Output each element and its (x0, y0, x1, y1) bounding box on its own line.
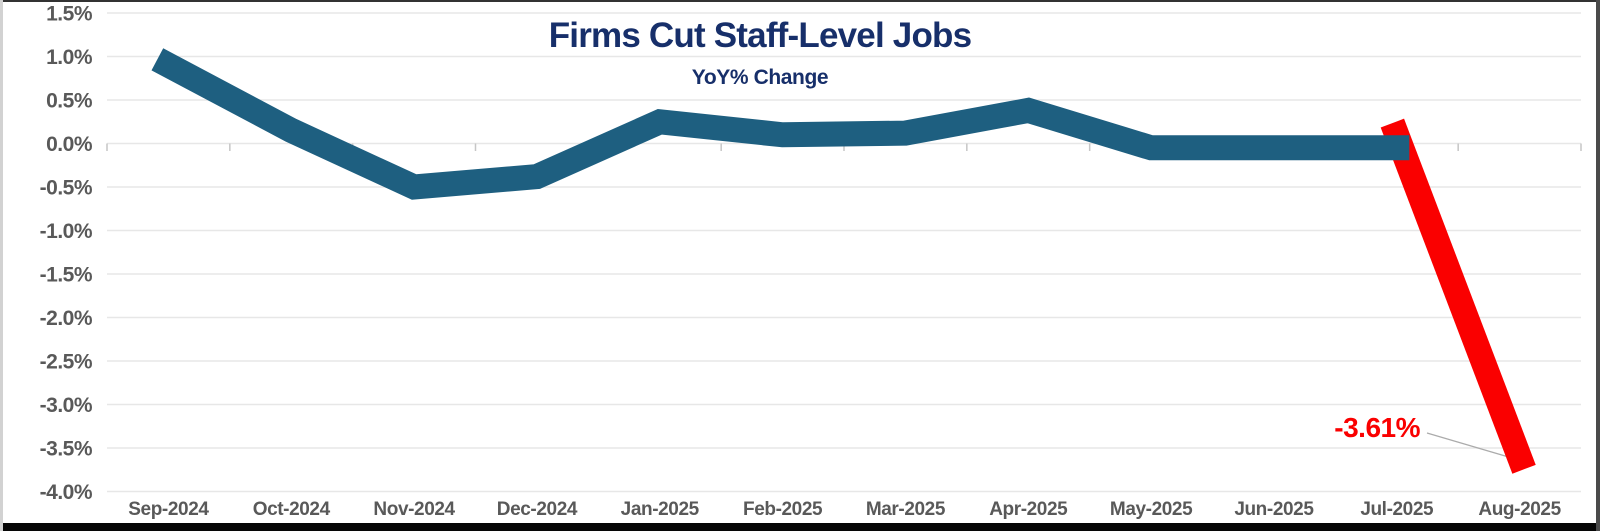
x-axis-category-label: Feb-2025 (743, 499, 823, 520)
window-border-right (1596, 0, 1600, 531)
y-axis-tick-label: 0.5% (46, 90, 93, 113)
series-line-main (151, 48, 1410, 200)
x-axis-category-label: Dec-2024 (497, 499, 578, 520)
y-axis-tick-label: -2.5% (40, 351, 93, 374)
chart-subtitle: YoY% Change (691, 66, 829, 89)
x-axis-category-label: Sep-2024 (128, 499, 209, 520)
y-axis-tick-label: 1.5% (46, 3, 93, 26)
series-line-highlight (1380, 118, 1536, 474)
y-axis-tick-label: -3.0% (40, 394, 93, 417)
x-axis-category-label: Jul-2025 (1360, 499, 1434, 520)
y-axis-tick-label: -0.5% (40, 177, 93, 200)
y-axis-tick-label: -1.0% (40, 220, 93, 243)
annotation-leader-line (1426, 432, 1513, 459)
x-axis-category-label: May-2025 (1110, 499, 1193, 520)
x-axis-category-label: Jan-2025 (621, 499, 700, 520)
window-border-left (0, 0, 3, 531)
x-axis-category-label: Apr-2025 (989, 499, 1068, 520)
x-axis-category-label: Jun-2025 (1234, 499, 1314, 520)
x-axis-category-label: Oct-2024 (253, 499, 331, 520)
y-axis-tick-label: -3.5% (40, 438, 93, 461)
x-axis-category-label: Mar-2025 (866, 499, 946, 520)
y-axis-tick-label: 0.0% (46, 133, 93, 156)
window-border-bottom (0, 523, 1600, 531)
x-axis-category-label: Nov-2024 (373, 499, 455, 520)
y-axis-tick-label: -4.0% (40, 481, 93, 504)
annotation-value-label: -3.61% (1334, 412, 1420, 443)
window-border-top (0, 0, 1600, 2)
y-axis-tick-label: -1.5% (40, 264, 93, 287)
x-axis-category-label: Aug-2025 (1478, 499, 1561, 520)
chart-title: Firms Cut Staff-Level Jobs (548, 16, 972, 55)
y-axis-tick-label: -2.0% (40, 307, 93, 330)
y-axis-tick-label: 1.0% (46, 46, 93, 69)
